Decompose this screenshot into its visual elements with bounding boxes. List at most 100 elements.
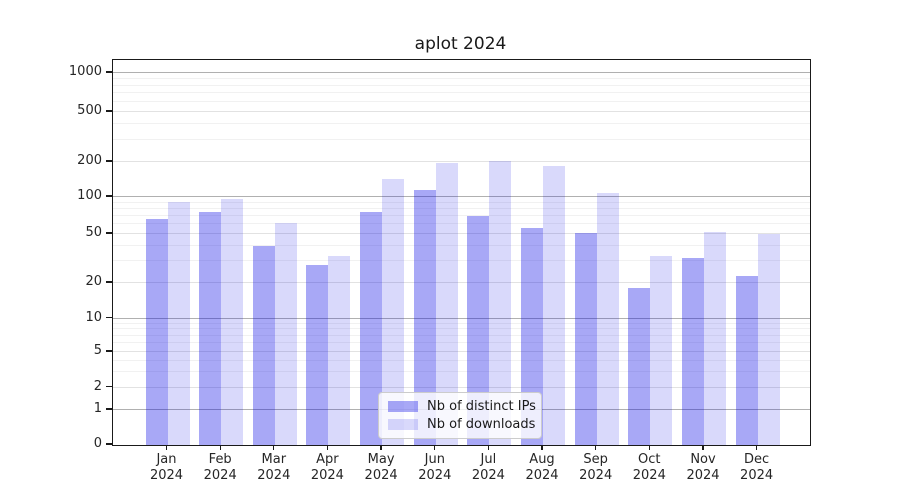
gridline-30 [113, 260, 810, 262]
x-tick-label-sep: Sep 2024 [579, 452, 613, 483]
x-tick-mark [702, 445, 704, 450]
bar-downloads-mar [274, 223, 297, 445]
bar-ips-sep [574, 232, 597, 445]
y-tick-label-10: 10 [85, 309, 102, 325]
chart-title: aplot 2024 [414, 34, 507, 54]
bar-ips-oct [628, 288, 651, 445]
x-tick-mark [273, 445, 275, 450]
y-tick-label-50: 50 [85, 225, 102, 240]
gridline-500 [113, 111, 810, 112]
gridline-10 [113, 317, 810, 319]
gridline-60 [113, 223, 810, 225]
bar-ips-jan [145, 219, 168, 445]
x-tick-mark [487, 445, 490, 450]
gridline-200 [113, 161, 810, 162]
bar-downloads-feb [221, 198, 244, 445]
y-tick-mark [106, 443, 112, 445]
y-tick-label-500: 500 [77, 103, 102, 118]
gridline-800 [113, 84, 810, 86]
bar-downloads-sep [596, 192, 619, 445]
legend-swatch-distinct-ips [388, 401, 418, 413]
y-tick-label-2: 2 [93, 378, 102, 394]
gridline-300 [113, 138, 810, 140]
gridline-2 [113, 386, 810, 388]
gridline-20 [113, 282, 810, 283]
x-tick-mark [434, 445, 436, 450]
gridline-90 [113, 201, 810, 203]
gridline-900 [113, 77, 810, 79]
bar-downloads-oct [650, 256, 673, 445]
x-tick-label-jul: Jul 2024 [471, 452, 505, 483]
x-tick-label-may: May 2024 [364, 452, 398, 483]
gridline-5 [113, 351, 810, 352]
x-tick-mark [595, 445, 597, 450]
bar-downloads-jul [489, 160, 512, 445]
legend-item-downloads: Nb of downloads [388, 416, 536, 432]
x-tick-mark [326, 445, 329, 450]
bar-downloads-nov [704, 231, 726, 445]
x-tick-label-dec: Dec 2024 [740, 452, 774, 483]
x-tick-mark [380, 445, 382, 450]
gridline-700 [113, 92, 810, 94]
y-tick-mark [106, 408, 112, 410]
x-tick-label-apr: Apr 2024 [310, 452, 344, 483]
gridline-8 [113, 328, 810, 330]
gridline-70 [113, 215, 810, 216]
gridline-1000 [113, 72, 810, 73]
y-tick-mark [106, 385, 112, 388]
bar-ips-jun [413, 190, 436, 445]
x-tick-label-nov: Nov 2024 [686, 452, 720, 483]
y-tick-mark [106, 71, 112, 73]
legend: Nb of distinct IPs Nb of downloads [378, 392, 542, 439]
y-tick-label-0: 0 [93, 436, 102, 451]
plot-area [112, 59, 811, 446]
x-tick-label-feb: Feb 2024 [203, 452, 237, 483]
x-tick-label-jan: Jan 2024 [149, 452, 184, 483]
x-tick-mark [219, 445, 221, 450]
legend-swatch-downloads [388, 418, 418, 430]
y-tick-mark [106, 350, 112, 352]
bar-downloads-jun [435, 163, 458, 445]
y-tick-label-100: 100 [77, 188, 102, 203]
gridline-400 [113, 123, 810, 125]
y-tick-label-20: 20 [85, 274, 102, 289]
y-tick-label-5: 5 [93, 343, 102, 358]
bar-downloads-aug [543, 165, 566, 445]
gridline-600 [113, 100, 810, 102]
bar-downloads-dec [757, 234, 780, 445]
x-tick-mark [165, 445, 168, 450]
gridline-6 [113, 342, 810, 344]
bar-downloads-jan [167, 202, 190, 445]
gridline-50 [113, 233, 810, 234]
x-tick-label-aug: Aug 2024 [525, 452, 559, 483]
y-tick-mark [106, 232, 112, 234]
gridline-4 [113, 359, 810, 361]
legend-label-downloads: Nb of downloads [427, 416, 536, 432]
x-tick-mark [541, 445, 543, 450]
y-tick-mark [106, 160, 112, 162]
gridline-80 [113, 207, 810, 209]
y-tick-mark [106, 281, 112, 283]
y-tick-label-1000: 1000 [68, 64, 102, 79]
gridline-3 [113, 370, 810, 372]
gridline-40 [113, 244, 810, 246]
y-tick-label-1: 1 [93, 401, 102, 416]
y-tick-label-200: 200 [77, 153, 102, 168]
bar-downloads-may [382, 178, 405, 445]
gridline-100 [113, 196, 810, 197]
bar-ips-aug [521, 227, 544, 445]
gridline-9 [113, 322, 810, 324]
x-tick-label-oct: Oct 2024 [632, 452, 666, 483]
x-tick-label-mar: Mar 2024 [257, 452, 291, 483]
bar-downloads-apr [328, 256, 351, 445]
x-tick-mark [648, 445, 650, 450]
x-tick-label-jun: Jun 2024 [418, 452, 452, 483]
y-tick-mark [106, 110, 112, 112]
bar-ips-may [360, 211, 383, 445]
bar-ips-mar [252, 245, 275, 445]
y-tick-mark [106, 195, 112, 197]
gridline-7 [113, 334, 810, 336]
bar-ips-feb [199, 212, 222, 445]
legend-label-distinct-ips: Nb of distinct IPs [427, 399, 536, 415]
